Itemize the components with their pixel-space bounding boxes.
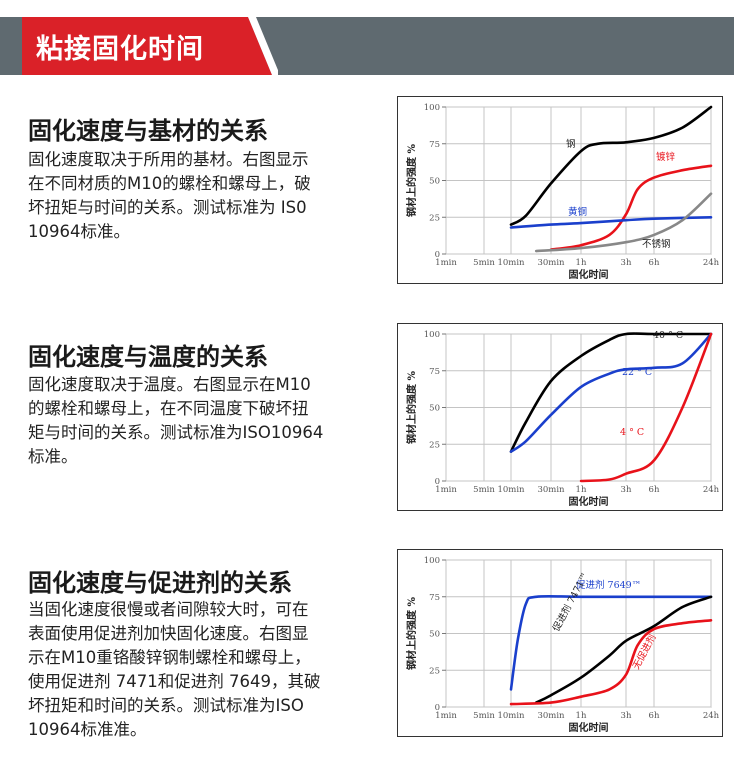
series-line xyxy=(509,105,713,226)
series-line xyxy=(509,216,713,229)
series-line xyxy=(509,619,713,706)
y-axis-label: 钢材上的强度 % xyxy=(405,597,418,670)
series-label: 促进剂 7649™ xyxy=(576,579,641,591)
series-label: 4 ° C xyxy=(620,427,644,438)
y-tick-label: 25 xyxy=(429,666,440,676)
series-line xyxy=(534,192,713,253)
section-3-line: 示在M10重铬酸锌钢制螺栓和螺母上， xyxy=(28,648,311,667)
y-tick-label: 50 xyxy=(429,177,440,187)
x-axis-label: 固化时间 xyxy=(569,268,609,281)
x-tick-label: 3h xyxy=(621,258,632,268)
x-tick-label: 30min xyxy=(537,258,565,268)
chart-temperature-svg: 1min 5min 10min 30min 1h 3h 6h 24h 0 25 50 75 100 固化时… xyxy=(405,330,720,508)
x-tick-label: 1h xyxy=(576,258,587,268)
x-tick-label: 1min xyxy=(435,711,457,721)
y-tick-label: 75 xyxy=(429,593,440,603)
section-3-line: 当固化速度很慢或者间隙较大时，可在 xyxy=(28,600,309,619)
section-1-line: 坏扭矩与时间的关系。测试标准为 IS0 xyxy=(28,198,307,217)
chart-temperature: 1min 5min 10min 30min 1h 3h 6h 24h 0 25 50 75 100 固化时… xyxy=(397,323,723,511)
x-tick-label: 5min xyxy=(473,711,495,721)
y-tick-label: 0 xyxy=(435,250,440,260)
y-tick-label: 25 xyxy=(429,440,440,450)
x-tick-label: 30min xyxy=(537,485,565,495)
x-tick-label: 6h xyxy=(649,258,660,268)
x-tick-label: 1min xyxy=(435,258,457,268)
chart-substrate-svg: 1min 5min 10min 30min 1h 3h 6h 24h 0 25 50 75 100 固化时… xyxy=(405,103,720,281)
x-tick-label: 3h xyxy=(621,711,632,721)
series-label: 黄铜 xyxy=(568,206,587,218)
x-tick-label: 6h xyxy=(649,711,660,721)
section-2-line: 矩与时间的关系。测试标准为ISO10964 xyxy=(28,423,324,442)
y-axis-label: 钢材上的强度 % xyxy=(405,144,418,217)
x-tick-label: 1min xyxy=(435,485,457,495)
series-line xyxy=(549,164,713,251)
section-1-line: 在不同材质的M10的螺栓和螺母上，破 xyxy=(28,174,311,193)
x-axis-label: 固化时间 xyxy=(569,721,609,734)
y-tick-label: 75 xyxy=(429,140,440,150)
chart-substrate: 1min 5min 10min 30min 1h 3h 6h 24h 0 25 50 75 100 固化时… xyxy=(397,96,723,284)
section-1-title: 固化速度与基材的关系 xyxy=(28,117,268,145)
x-tick-label: 10min xyxy=(497,711,525,721)
y-tick-label: 50 xyxy=(429,630,440,640)
banner-title: 粘接固化时间 xyxy=(36,34,204,65)
y-tick-label: 100 xyxy=(424,330,440,340)
x-tick-label: 1h xyxy=(576,711,587,721)
header-banner: 粘接固化时间 xyxy=(0,0,750,78)
section-2-body: 固化速度取决于温度。右图显示在M10 的螺栓和螺母上，在不同温度下破坏扭 矩与时… xyxy=(28,373,358,469)
section-1-line: 10964标准。 xyxy=(28,222,130,241)
series-line xyxy=(509,594,713,691)
series-line xyxy=(579,332,713,483)
y-tick-label: 0 xyxy=(435,477,440,487)
x-tick-label: 5min xyxy=(473,258,495,268)
x-axis-label: 固化时间 xyxy=(569,495,609,508)
x-tick-label: 24h xyxy=(703,711,720,721)
x-tick-label: 10min xyxy=(497,258,525,268)
series-line xyxy=(534,595,713,704)
x-tick-label: 5min xyxy=(473,485,495,495)
banner-red-tab xyxy=(22,17,272,75)
x-tick-label: 24h xyxy=(703,485,720,495)
y-tick-label: 75 xyxy=(429,367,440,377)
section-3-line: 使用促进剂 7471和促进剂 7649，其破 xyxy=(28,672,321,691)
section-1-line: 固化速度取决于所用的基材。右图显示 xyxy=(28,150,309,169)
section-2-line: 的螺栓和螺母上，在不同温度下破坏扭 xyxy=(28,399,309,418)
section-3-line: 坏扭矩和时间的关系。测试标准为ISO xyxy=(28,696,304,715)
series-label: 22 ° C xyxy=(622,367,652,378)
chart-accelerator-svg: 1min 5min 10min 30min 1h 3h 6h 24h 0 25 50 75 100 固化时… xyxy=(405,556,720,734)
x-tick-label: 30min xyxy=(537,711,565,721)
y-tick-label: 25 xyxy=(429,213,440,223)
y-tick-label: 0 xyxy=(435,703,440,713)
section-3-line: 表面使用促进剂加快固化速度。右图显 xyxy=(28,624,309,643)
y-tick-label: 50 xyxy=(429,404,440,414)
section-3-title: 固化速度与促进剂的关系 xyxy=(28,569,292,597)
section-3-line: 10964标准准。 xyxy=(28,720,147,739)
section-2-line: 标准。 xyxy=(28,447,78,466)
chart-accelerator: 1min 5min 10min 30min 1h 3h 6h 24h 0 25 50 75 100 固化时… xyxy=(397,549,723,737)
series-label: 钢 xyxy=(566,138,576,150)
x-tick-label: 3h xyxy=(621,485,632,495)
series-line xyxy=(509,332,713,453)
section-3-body: 当固化速度很慢或者间隙较大时，可在 表面使用促进剂加快固化速度。右图显 示在M1… xyxy=(28,598,358,742)
section-2-title: 固化速度与温度的关系 xyxy=(28,343,268,371)
series-label: 40 ° C xyxy=(653,330,683,341)
y-axis-label: 钢材上的强度 % xyxy=(405,371,418,444)
y-tick-label: 100 xyxy=(424,556,440,566)
y-tick-label: 100 xyxy=(424,103,440,113)
series-label: 镀锌 xyxy=(656,151,676,163)
section-2-line: 固化速度取决于温度。右图显示在M10 xyxy=(28,375,311,394)
section-1-body: 固化速度取决于所用的基材。右图显示 在不同材质的M10的螺栓和螺母上，破 坏扭矩… xyxy=(28,148,358,244)
x-tick-label: 24h xyxy=(703,258,720,268)
x-tick-label: 6h xyxy=(649,485,660,495)
series-label: 不锈钢 xyxy=(642,238,671,250)
x-tick-label: 10min xyxy=(497,485,525,495)
x-tick-label: 1h xyxy=(576,485,587,495)
series-line xyxy=(509,332,713,453)
series-label: 促进剂 7471™ xyxy=(550,570,591,633)
